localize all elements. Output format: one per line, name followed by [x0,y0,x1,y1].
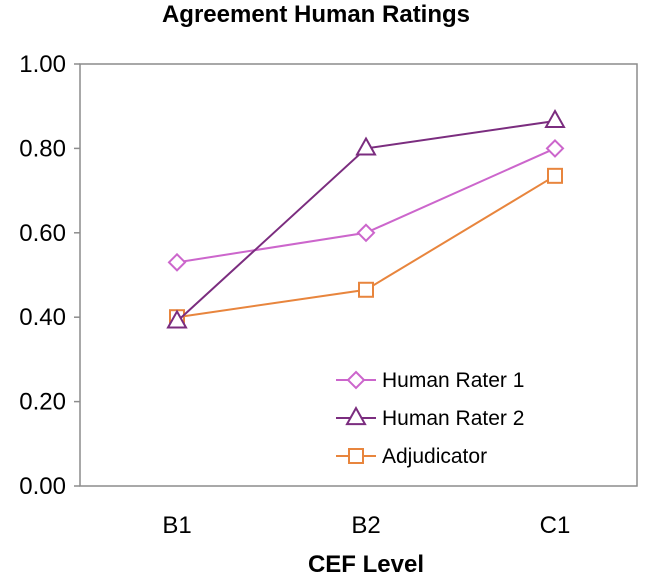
legend-diamond-icon [346,370,366,390]
data-point-triangle [544,109,566,129]
x-tick-label: C1 [540,512,571,539]
data-point-diamond [545,138,565,158]
y-tick-label: 0.00 [19,473,66,500]
x-axis: B1 B2 C1 [162,512,570,539]
series-layer [166,109,566,329]
data-point-triangle [355,136,377,156]
y-tick-label: 0.60 [19,220,66,247]
series-line [176,147,556,264]
legend-label: Adjudicator [382,445,487,468]
series-human-rater-1 [167,138,565,272]
legend-item: Human Rater 1 [336,369,524,392]
legend-square-icon [348,448,364,464]
legend-item: Human Rater 2 [336,406,524,430]
plot-area [79,63,638,487]
y-tick-label: 1.00 [19,51,66,78]
x-axis-title: CEF Level [308,551,424,576]
data-point-triangle [166,309,188,329]
x-tick-label: B2 [351,512,380,539]
legend-item: Adjudicator [336,445,487,468]
legend: Human Rater 1 Human Rater 2 Adjudicator [336,369,524,468]
data-point-diamond [356,223,376,243]
data-point-square [547,167,563,184]
data-point-diamond [167,252,187,272]
legend-label: Human Rater 2 [382,407,524,430]
chart-title: Agreement Human Ratings [162,1,470,28]
x-tick-label: B1 [162,512,191,539]
series-adjudicator [169,167,563,326]
y-tick-label: 0.80 [19,135,66,162]
legend-label: Human Rater 1 [382,369,524,392]
series-human-rater-2 [166,109,566,329]
y-axis: 0.00 0.20 0.40 0.60 0.80 1.00 [19,51,80,500]
y-tick-label: 0.40 [19,304,66,331]
data-point-square [358,281,374,298]
legend-triangle-icon [345,406,367,426]
y-tick-label: 0.20 [19,389,66,416]
